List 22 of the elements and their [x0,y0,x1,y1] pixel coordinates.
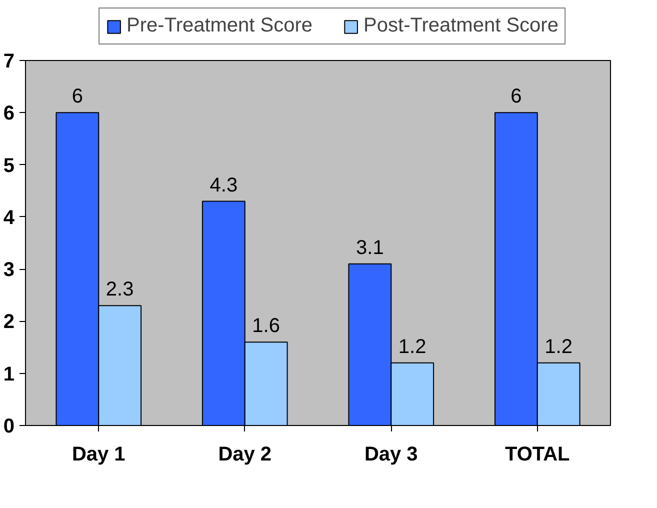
legend-label: Pre-Treatment Score [126,14,313,38]
x-tick-label: Day 2 [218,444,272,466]
legend-label: Post-Treatment Score [364,14,558,38]
data-label: 2.3 [106,278,134,301]
y-tick-label: 1 [3,363,14,386]
data-label: 6 [510,86,522,108]
y-tick-label: 7 [3,50,14,72]
data-label: 1.2 [544,336,572,358]
data-label: 1.6 [252,315,280,338]
y-tick-label: 6 [3,102,14,125]
y-tick-label: 5 [3,154,14,177]
y-tick-label: 0 [3,416,14,438]
y-tick-label: 3 [3,259,14,282]
data-label: 1.2 [398,336,426,358]
data-label: 4.3 [210,174,238,196]
x-tick-label: Day 3 [364,444,418,466]
x-tick-label: TOTAL [504,444,570,466]
x-tick-label: Day 1 [72,444,126,466]
y-tick-label: 2 [3,311,14,334]
y-tick-label: 4 [3,206,16,229]
data-label: 6 [72,86,83,108]
data-label: 3.1 [356,236,384,259]
